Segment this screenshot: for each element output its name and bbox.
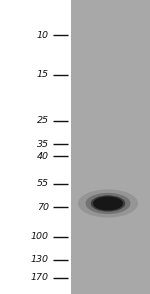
Text: 70: 70 xyxy=(37,203,49,212)
Ellipse shape xyxy=(78,189,138,218)
Text: 35: 35 xyxy=(37,140,49,148)
Ellipse shape xyxy=(85,193,130,214)
Bar xyxy=(70,0,150,294)
Ellipse shape xyxy=(91,195,125,212)
Text: 10: 10 xyxy=(37,31,49,40)
Text: 130: 130 xyxy=(31,255,49,264)
Text: 100: 100 xyxy=(31,232,49,241)
Text: 15: 15 xyxy=(37,71,49,79)
Text: 55: 55 xyxy=(37,179,49,188)
Ellipse shape xyxy=(93,196,123,211)
Text: 25: 25 xyxy=(37,116,49,125)
Text: 40: 40 xyxy=(37,152,49,161)
Text: 170: 170 xyxy=(31,273,49,282)
